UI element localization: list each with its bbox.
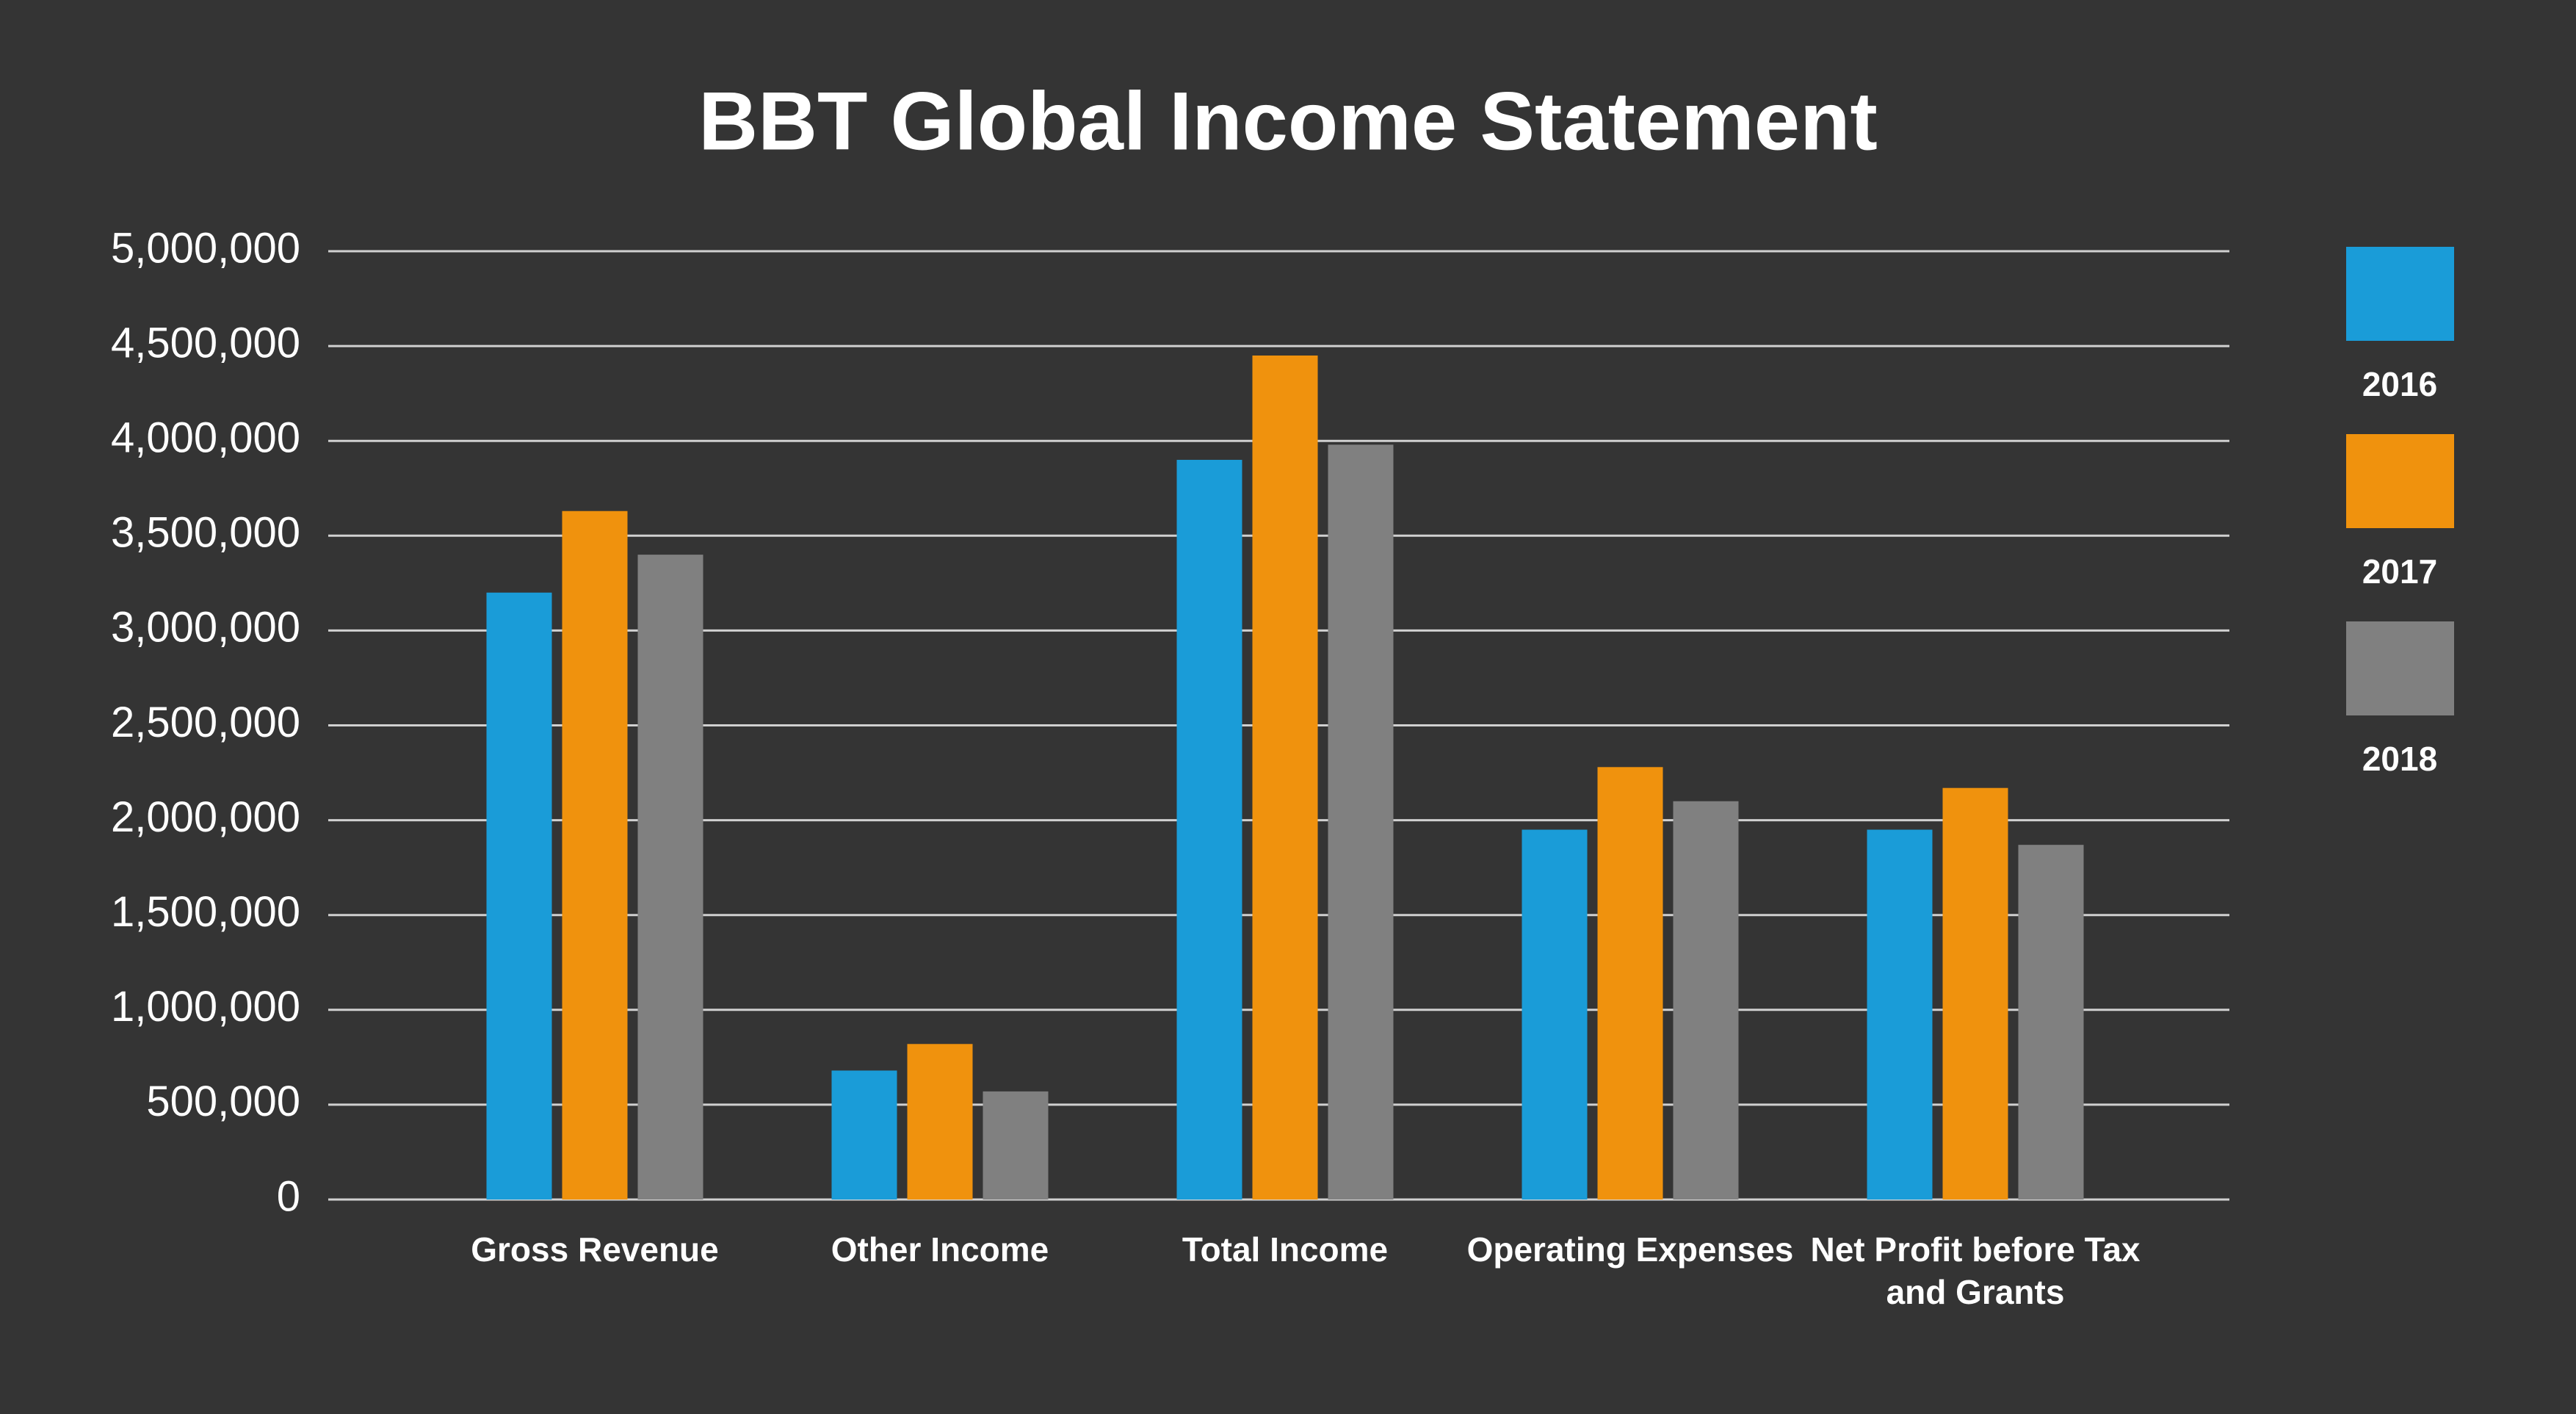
x-tick-label: Total Income [1182,1230,1389,1269]
x-tick-label: Other Income [831,1230,1049,1269]
bar [983,1091,1049,1200]
bar [1867,829,1933,1200]
legend-label: 2018 [2362,740,2437,778]
x-tick-label: Gross Revenue [471,1230,719,1269]
x-tick-label: Operating Expenses [1466,1230,1794,1269]
bar [637,555,703,1200]
legend-label: 2017 [2362,552,2437,591]
legend-label: 2016 [2362,365,2437,403]
bar [831,1070,897,1200]
y-tick-label: 2,500,000 [111,699,300,746]
bar [1942,787,2008,1200]
y-tick-label: 2,000,000 [111,793,300,841]
x-tick-label: Net Profit before Tax and Grants [1810,1230,2141,1311]
bar [1673,801,1739,1200]
y-tick-label: 4,500,000 [111,319,300,367]
bar [2018,845,2084,1200]
bar [1176,460,1242,1200]
bar [907,1044,973,1200]
bar [1252,356,1318,1200]
bar [486,592,552,1200]
y-tick-label: 1,000,000 [111,983,300,1031]
chart-title: BBT Global Income Statement [698,76,1878,167]
bar [1522,829,1588,1200]
y-tick-label: 500,000 [146,1078,300,1125]
y-tick-label: 4,000,000 [111,414,300,462]
bar [1328,444,1394,1200]
y-tick-label: 0 [277,1172,300,1220]
legend-swatch [2346,434,2454,528]
y-tick-label: 5,000,000 [111,224,300,272]
y-tick-label: 1,500,000 [111,888,300,936]
bar [1597,767,1663,1200]
bar [562,511,628,1200]
y-tick-label: 3,500,000 [111,509,300,557]
legend-swatch [2346,621,2454,715]
legend-swatch [2346,247,2454,341]
y-tick-label: 3,000,000 [111,604,300,652]
